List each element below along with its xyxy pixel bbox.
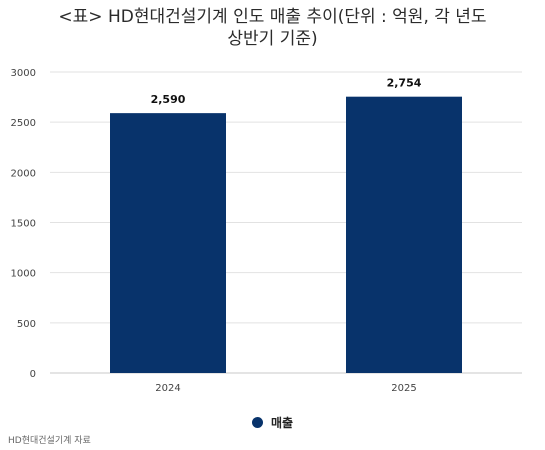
source-note: HD현대건설기계 자료 (8, 436, 91, 446)
y-tick-label-500: 500 (17, 319, 36, 330)
legend-label-sales: 매출 (270, 416, 294, 430)
x-tick-label-2025: 2025 (391, 383, 416, 394)
data-label-2024: 2,590 (151, 93, 186, 106)
x-tick-label-2024: 2024 (155, 383, 180, 394)
chart-title-line-2: 상반기 기준) (227, 29, 318, 49)
y-tick-label-2000: 2000 (11, 168, 36, 179)
bar-chart: 0 500 1000 1500 2000 2500 3000 2,590 2024 2,754 20… (11, 68, 522, 394)
y-tick-label-1500: 1500 (11, 219, 36, 230)
y-tick-label-2500: 2500 (11, 118, 36, 129)
y-tick-label-3000: 3000 (11, 68, 36, 79)
data-label-2025: 2,754 (387, 77, 422, 90)
bar-2024 (110, 113, 226, 374)
legend: 매출 (0, 414, 545, 431)
y-tick-label-0: 0 (30, 369, 36, 380)
legend-marker-sales (251, 417, 263, 428)
bar-2025 (346, 96, 462, 373)
chart-title-line-1: <표> HD현대건설기계 인도 매출 추이(단위 : 억원, 각 년도 (58, 7, 487, 27)
y-tick-label-1000: 1000 (11, 269, 36, 280)
chart-title: <표> HD현대건설기계 인도 매출 추이(단위 : 억원, 각 년도 상반기 … (0, 6, 545, 50)
